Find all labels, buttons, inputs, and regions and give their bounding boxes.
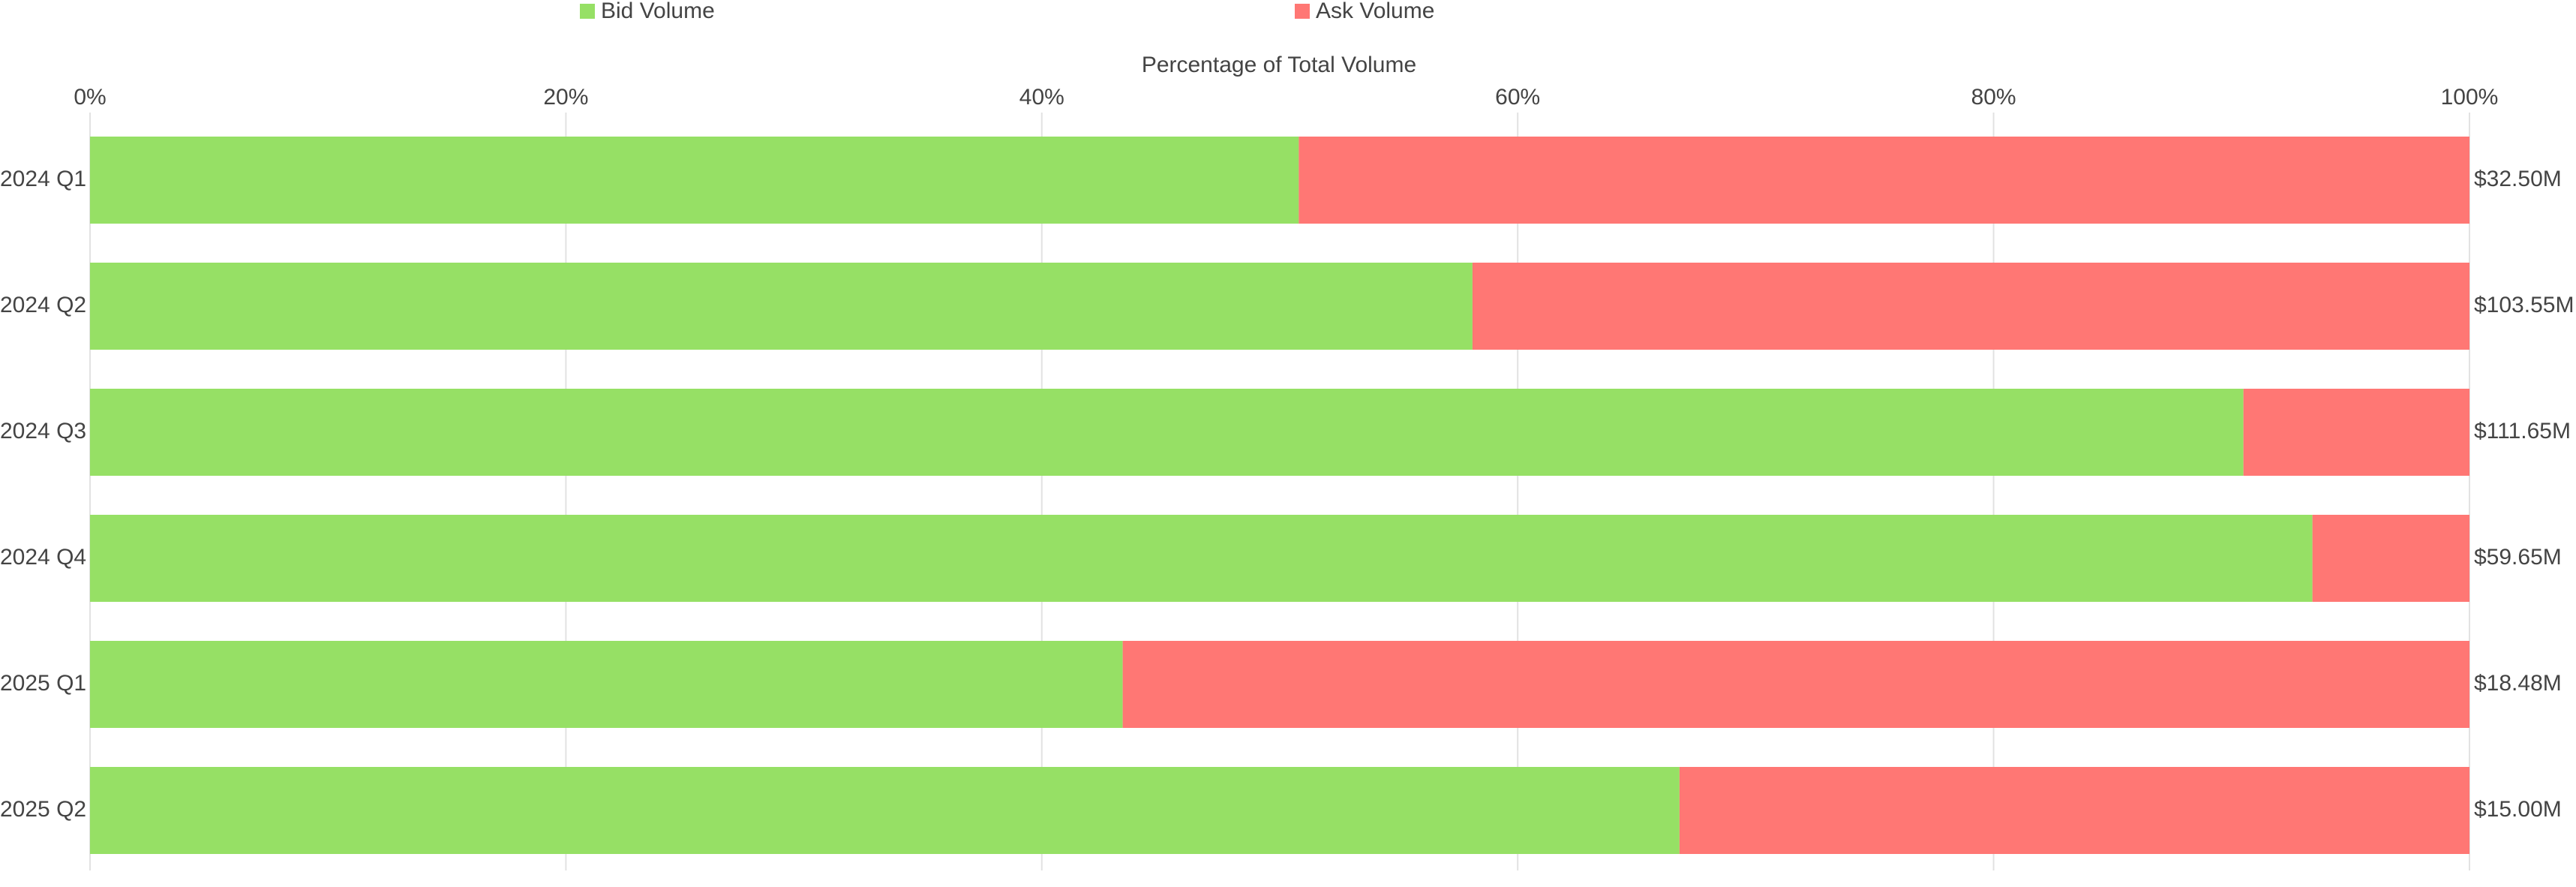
x-tick-label: 40% [1019,85,1064,110]
bar-segment [90,767,1680,854]
x-tick-label: 0% [74,85,106,110]
y-tick-label: 2024 Q2 [0,293,86,317]
legend-swatch [580,4,595,19]
bar-segment [1472,263,2469,350]
legend-label: Bid Volume [601,0,715,23]
total-label: $103.55M [2474,293,2574,317]
legend-label: Ask Volume [1316,0,1434,23]
bar-segment [1122,641,2469,728]
y-tick-label: 2025 Q2 [0,797,86,822]
bar-segment [90,263,1473,350]
legend-swatch [1295,4,1310,19]
y-tick-label: 2024 Q1 [0,167,86,191]
total-label: $15.00M [2474,797,2562,822]
bar-segment [1299,137,2469,224]
total-label: $18.48M [2474,671,2562,696]
y-tick-label: 2024 Q3 [0,419,86,444]
x-axis-title: Percentage of Total Volume [1142,53,1416,77]
y-tick-label: 2025 Q1 [0,671,86,696]
total-label: $59.65M [2474,545,2562,570]
bar-segment [90,515,2313,602]
total-label: $111.65M [2474,419,2571,444]
x-tick-label: 20% [543,85,588,110]
bar-segment [90,137,1299,224]
bar-segment [90,389,2244,476]
total-label: $32.50M [2474,167,2562,191]
y-tick-label: 2024 Q4 [0,545,86,570]
bar-segment [2312,515,2469,602]
x-tick-label: 80% [1971,85,2016,110]
x-tick-label: 100% [2441,85,2499,110]
bar-segment [1679,767,2469,854]
bar-segment [2243,389,2469,476]
x-tick-label: 60% [1495,85,1540,110]
bar-segment [90,641,1123,728]
